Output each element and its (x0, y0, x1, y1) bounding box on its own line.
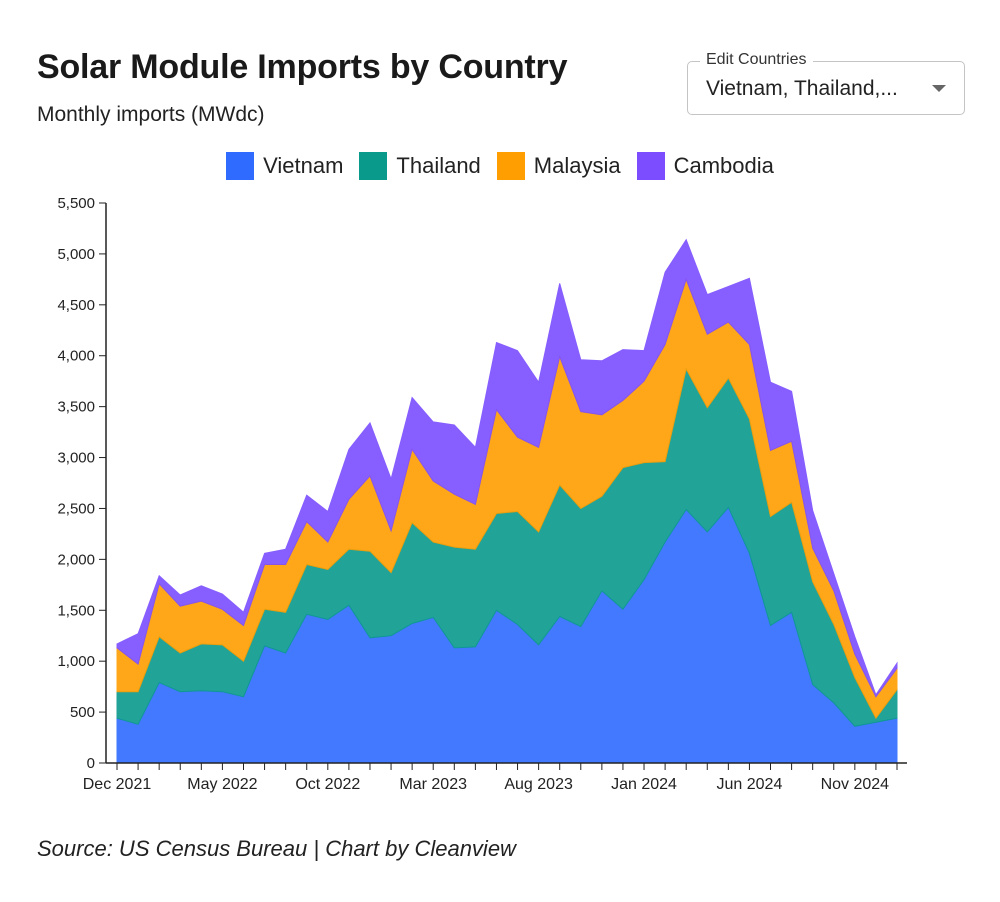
y-tick-label: 5,000 (57, 246, 95, 263)
y-tick-label: 0 (87, 755, 95, 772)
legend-item-thailand[interactable]: Thailand (359, 152, 481, 180)
x-tick-label: Jun 2024 (717, 776, 783, 793)
y-tick-label: 1,000 (57, 653, 95, 670)
y-tick-label: 2,500 (57, 500, 95, 517)
chart-subtitle: Monthly imports (MWdc) (37, 103, 265, 126)
area-cambodia (116, 238, 898, 698)
legend-item-cambodia[interactable]: Cambodia (636, 152, 774, 180)
chart-title: Solar Module Imports by Country (37, 48, 568, 86)
legend-label: Thailand (396, 153, 481, 178)
legend-label: Malaysia (533, 153, 621, 178)
legend-swatch-cambodia (636, 152, 665, 180)
legend-item-vietnam[interactable]: Vietnam (226, 152, 343, 180)
legend-swatch-malaysia (496, 152, 525, 180)
dropdown-arrow-icon (932, 85, 946, 92)
x-tick-label: Oct 2022 (295, 776, 360, 793)
y-tick-label: 4,500 (57, 297, 95, 314)
y-tick-label: 2,000 (57, 551, 95, 568)
x-tick-label: Jan 2024 (611, 776, 677, 793)
x-tick-label: Dec 2021 (83, 776, 152, 793)
legend-item-malaysia[interactable]: Malaysia (496, 152, 621, 180)
y-tick-label: 3,500 (57, 399, 95, 416)
x-tick-label: May 2022 (187, 776, 257, 793)
x-tick-label: Mar 2023 (399, 776, 467, 793)
y-tick-label: 1,500 (57, 602, 95, 619)
y-tick-label: 4,000 (57, 348, 95, 365)
legend-label: Vietnam (263, 153, 344, 178)
selector-label: Edit Countries (700, 51, 813, 69)
chart-legend: Vietnam Thailand Malaysia Cambodia (0, 152, 1000, 180)
y-tick-label: 5,500 (57, 195, 95, 212)
x-tick-label: Nov 2024 (821, 776, 890, 793)
selector-value: Vietnam, Thailand,... (706, 77, 898, 100)
legend-swatch-vietnam (226, 152, 255, 180)
y-tick-label: 500 (70, 704, 95, 721)
x-tick-label: Aug 2023 (504, 776, 573, 793)
source-note: Source: US Census Bureau | Chart by Clea… (37, 836, 516, 861)
legend-swatch-thailand (359, 152, 388, 180)
stacked-area-chart: 0 500 1,000 1,500 2,000 2,500 3,000 3,500 4,000 4… (57, 195, 907, 793)
y-tick-label: 3,000 (57, 450, 95, 467)
legend-label: Cambodia (673, 153, 774, 178)
country-selector[interactable]: Edit Countries Vietnam, Thailand,... (687, 51, 965, 115)
